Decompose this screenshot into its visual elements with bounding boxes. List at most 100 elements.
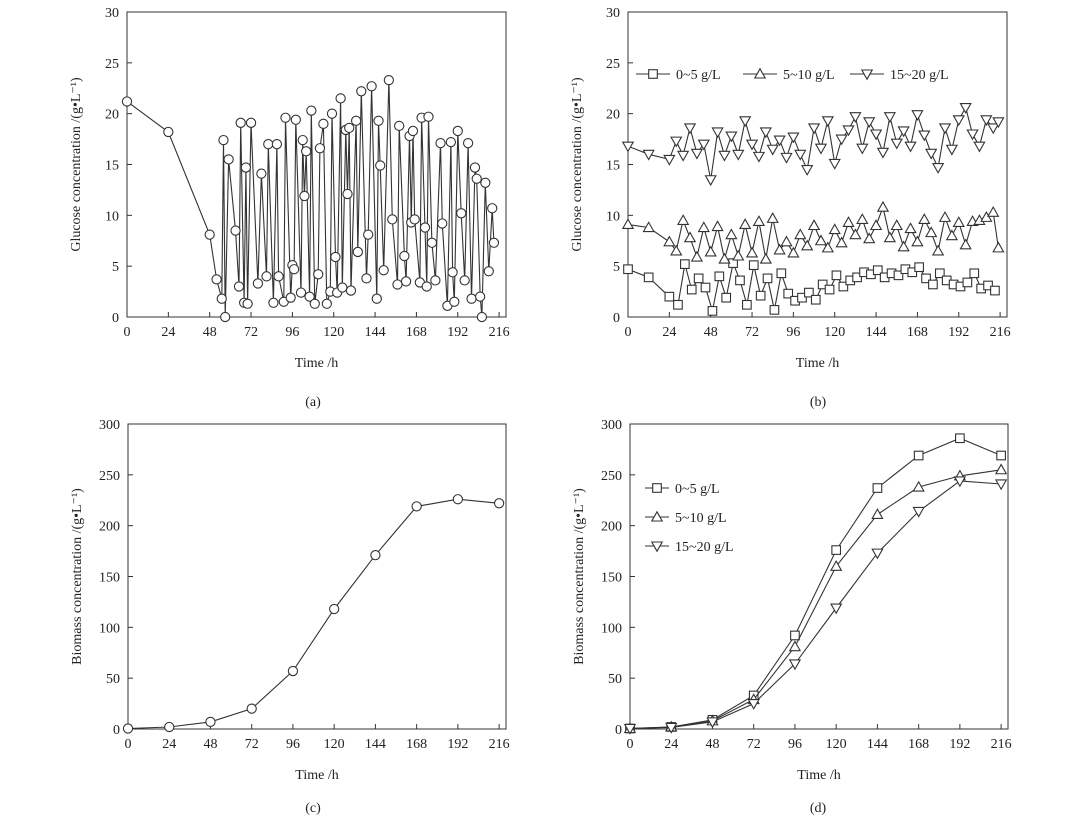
data-point [452, 125, 463, 137]
data-point [313, 269, 324, 280]
data-point [686, 284, 697, 295]
data-point [419, 222, 431, 233]
data-point [931, 244, 945, 256]
data-point [994, 463, 1008, 475]
y-tick-label: 20 [606, 108, 620, 123]
data-point [931, 163, 945, 174]
x-tick-label: 72 [244, 325, 258, 340]
data-point [223, 154, 234, 165]
data-point [872, 265, 883, 276]
data-point [676, 150, 690, 162]
x-tick-label: 72 [747, 737, 761, 752]
y-tick-label: 100 [601, 621, 622, 636]
series-line [127, 498, 500, 730]
legend-marker [652, 483, 662, 493]
data-point [392, 279, 403, 290]
data-point [421, 281, 432, 292]
data-point [407, 125, 419, 137]
y-axis-label: Biomass concentration /(g•L⁻¹) [572, 488, 587, 665]
data-point [245, 117, 257, 128]
data-point [235, 117, 246, 128]
y-tick-label: 50 [608, 672, 622, 687]
series-0-5-g-L [623, 258, 1000, 316]
data-point [387, 214, 398, 225]
data-point [801, 239, 814, 251]
series-15-20-g-L [623, 476, 1008, 735]
x-tick-label: 24 [664, 737, 678, 752]
x-tick-label: 192 [447, 325, 468, 340]
y-tick-label: 0 [613, 311, 620, 326]
data-point [356, 86, 367, 97]
panel-caption: (d) [810, 801, 827, 816]
data-point [828, 158, 841, 170]
data-point [907, 267, 918, 278]
x-tick-label: 96 [786, 325, 800, 340]
series-line [121, 74, 500, 323]
data-point [299, 190, 310, 202]
data-point [953, 476, 967, 488]
data-point [755, 290, 766, 301]
data-point [890, 219, 903, 231]
x-tick-label: 168 [908, 737, 929, 752]
series-line [122, 494, 505, 734]
legend-label: 15~20 g/L [675, 540, 734, 555]
series-5-10-g-L [623, 463, 1008, 734]
data-point [321, 298, 332, 309]
legend-label: 5~10 g/L [675, 511, 727, 526]
data-point [955, 433, 965, 444]
data-point [345, 285, 357, 296]
data-point [788, 659, 802, 671]
data-point [732, 149, 745, 161]
data-point [992, 117, 1005, 129]
legend-marker [648, 69, 658, 79]
data-point [711, 220, 724, 232]
x-tick-label: 216 [489, 325, 510, 340]
y-tick-label: 30 [606, 6, 620, 21]
data-point [732, 249, 745, 261]
data-point [817, 279, 828, 290]
data-point [780, 235, 793, 247]
y-tick-label: 150 [99, 571, 120, 586]
x-tick-label: 120 [826, 737, 847, 752]
data-point [830, 560, 843, 571]
data-point [240, 162, 252, 173]
y-tick-label: 15 [105, 159, 119, 174]
data-point [766, 144, 779, 156]
data-point [263, 139, 274, 150]
data-point [835, 236, 848, 248]
x-tick-label: 0 [625, 325, 632, 340]
data-point [769, 305, 780, 315]
data-point [925, 148, 938, 160]
data-point [787, 132, 800, 144]
y-tick-label: 200 [99, 520, 120, 535]
x-tick-label: 48 [203, 325, 217, 340]
chart-panel-c: 0 24 48 72 96 120 144 168 192 216 0 50 100 150 200 250 3… [70, 418, 510, 816]
data-point [759, 127, 772, 139]
legend: 0~5 g/L 5~10 g/L 15~20 g/L [645, 482, 734, 555]
data-point [246, 703, 257, 714]
legend-label: 0~5 g/L [675, 482, 720, 497]
data-point [797, 292, 807, 303]
data-point [399, 250, 410, 262]
x-axis-label: Time /h [295, 768, 338, 783]
data-point [642, 149, 655, 161]
data-point [378, 265, 389, 276]
data-point [718, 150, 731, 162]
data-point [766, 212, 779, 223]
data-point [665, 722, 678, 734]
series-line [627, 106, 999, 180]
data-point [821, 116, 834, 128]
data-point [863, 117, 876, 129]
data-point [290, 114, 301, 125]
data-point [842, 125, 855, 137]
data-point [748, 260, 759, 271]
data-point [326, 108, 338, 119]
data-point [994, 479, 1008, 491]
data-point [273, 271, 284, 282]
y-tick-label: 10 [105, 209, 119, 224]
data-point [842, 216, 855, 227]
legend-label: 5~10 g/L [783, 68, 835, 83]
data-point [987, 123, 1000, 135]
data-point [814, 234, 828, 246]
